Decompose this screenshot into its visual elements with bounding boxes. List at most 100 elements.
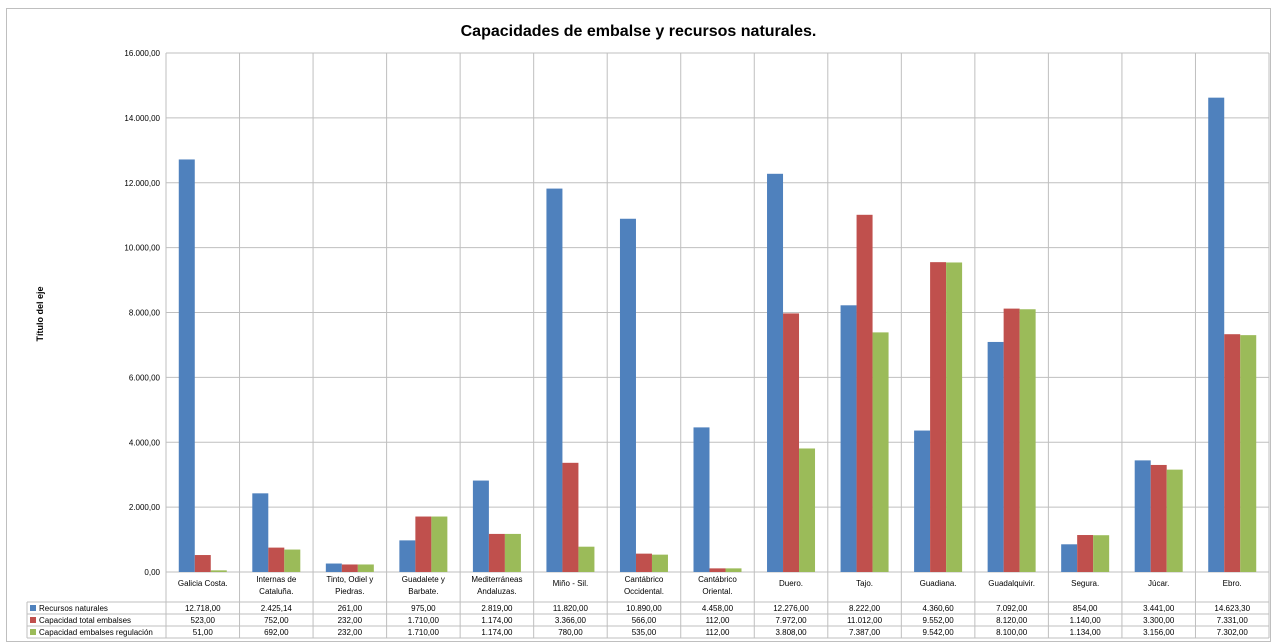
table-cell-value: 1.174,00 <box>481 628 513 637</box>
chart-title: Capacidades de embalse y recursos natura… <box>460 23 817 40</box>
bar-2-3 <box>341 564 358 572</box>
table-cell-value: 752,00 <box>264 616 289 625</box>
x-tick-label: Guadalquivir. <box>988 579 1035 588</box>
x-tick-label: Occidental. <box>624 587 664 596</box>
y-tick-label: 4.000,00 <box>129 438 161 447</box>
table-cell-value: 3.808,00 <box>775 628 807 637</box>
bar-2-13 <box>1077 535 1094 572</box>
bar-3-2 <box>284 549 301 572</box>
table-cell-value: 7.302,00 <box>1217 628 1249 637</box>
x-tick-label: Segura. <box>1071 579 1099 588</box>
table-cell-value: 7.972,00 <box>775 616 807 625</box>
bar-3-11 <box>946 262 963 572</box>
table-cell-value: 1.710,00 <box>408 616 440 625</box>
table-cell-value: 112,00 <box>706 616 730 625</box>
table-cell-value: 261,00 <box>338 604 363 613</box>
bar-2-5 <box>488 533 505 572</box>
legend-label: Capacidad embalses regulación <box>39 628 153 637</box>
table-cell-value: 523,00 <box>191 616 216 625</box>
bar-1-9 <box>767 173 784 573</box>
table-cell-value: 692,00 <box>264 628 289 637</box>
bar-2-10 <box>856 214 873 572</box>
table-cell-value: 11.012,00 <box>847 616 883 625</box>
x-tick-label: Piedras. <box>335 587 364 596</box>
table-cell-value: 12.718,00 <box>185 604 221 613</box>
table-cell-value: 2.819,00 <box>481 604 513 613</box>
bar-2-4 <box>415 516 432 572</box>
table-cell-value: 4.458,00 <box>702 604 734 613</box>
table-cell-value: 232,00 <box>338 616 363 625</box>
table-cell-value: 232,00 <box>338 628 363 637</box>
bar-2-12 <box>1003 308 1020 572</box>
table-cell-value: 3.156,00 <box>1143 628 1175 637</box>
bar-1-7 <box>619 218 636 573</box>
bar-2-15 <box>1224 334 1241 572</box>
bar-1-15 <box>1208 97 1225 572</box>
x-tick-label: Galicia Costa. <box>178 579 228 588</box>
table-cell-value: 566,00 <box>632 616 657 625</box>
y-tick-label: 14.000,00 <box>124 114 160 123</box>
x-tick-label: Guadalete y <box>402 575 445 584</box>
x-tick-label: Tinto, Odiel y <box>326 575 373 584</box>
bar-1-10 <box>840 305 857 572</box>
bar-1-6 <box>546 188 563 572</box>
table-cell-value: 2.425,14 <box>261 604 293 613</box>
x-tick-label: Cantábrico <box>625 575 664 584</box>
x-tick-label: Miño - Sil. <box>553 579 589 588</box>
bar-3-14 <box>1166 469 1183 572</box>
bar-1-12 <box>987 341 1004 572</box>
bar-2-7 <box>635 553 652 572</box>
bar-3-7 <box>651 554 668 572</box>
bar-3-1 <box>210 570 227 572</box>
table-cell-value: 51,00 <box>193 628 214 637</box>
bar-3-4 <box>431 516 448 572</box>
table-cell-value: 14.623,30 <box>1214 604 1250 613</box>
bar-1-4 <box>399 540 416 572</box>
table-cell-value: 3.366,00 <box>555 616 587 625</box>
table-cell-value: 1.140,00 <box>1070 616 1102 625</box>
table-cell-value: 854,00 <box>1073 604 1098 613</box>
x-tick-label: Andaluzas. <box>477 587 517 596</box>
y-tick-label: 0,00 <box>144 568 160 577</box>
bar-2-1 <box>194 555 211 572</box>
bar-3-5 <box>504 533 521 572</box>
bar-1-1 <box>178 159 195 572</box>
bar-3-8 <box>725 568 742 572</box>
table-cell-value: 8.120,00 <box>996 616 1028 625</box>
table-cell-value: 535,00 <box>632 628 657 637</box>
bar-2-9 <box>783 313 800 572</box>
bar-3-9 <box>799 448 816 572</box>
bar-3-12 <box>1019 309 1036 572</box>
y-tick-label: 6.000,00 <box>129 373 161 382</box>
x-tick-label: Ebro. <box>1223 579 1242 588</box>
table-cell-value: 11.820,00 <box>553 604 589 613</box>
bar-3-13 <box>1093 535 1110 572</box>
bar-2-8 <box>709 568 726 572</box>
table-cell-value: 7.387,00 <box>849 628 881 637</box>
x-tick-label: Oriental. <box>702 587 732 596</box>
table-cell-value: 7.092,00 <box>996 604 1028 613</box>
x-tick-label: Tajo. <box>856 579 873 588</box>
bar-1-2 <box>252 493 269 572</box>
bar-1-3 <box>325 563 342 572</box>
legend-label: Capacidad total embalses <box>39 616 131 625</box>
table-cell-value: 7.331,00 <box>1217 616 1249 625</box>
bar-3-15 <box>1240 335 1257 572</box>
table-cell-value: 4.360,60 <box>923 604 955 613</box>
bar-1-8 <box>693 427 710 572</box>
x-tick-label: Cataluña. <box>259 587 293 596</box>
table-cell-value: 3.300,00 <box>1143 616 1175 625</box>
y-tick-label: 10.000,00 <box>124 244 160 253</box>
table-cell-value: 9.542,00 <box>923 628 955 637</box>
x-tick-label: Duero. <box>779 579 803 588</box>
table-cell-value: 9.552,00 <box>923 616 955 625</box>
bar-3-10 <box>872 332 889 572</box>
bar-3-6 <box>578 546 595 572</box>
bar-1-5 <box>472 480 489 572</box>
bar-1-11 <box>914 430 931 572</box>
y-tick-label: 16.000,00 <box>124 49 160 58</box>
legend-key-1 <box>30 605 36 611</box>
bar-1-13 <box>1061 544 1078 572</box>
y-tick-label: 12.000,00 <box>124 179 160 188</box>
